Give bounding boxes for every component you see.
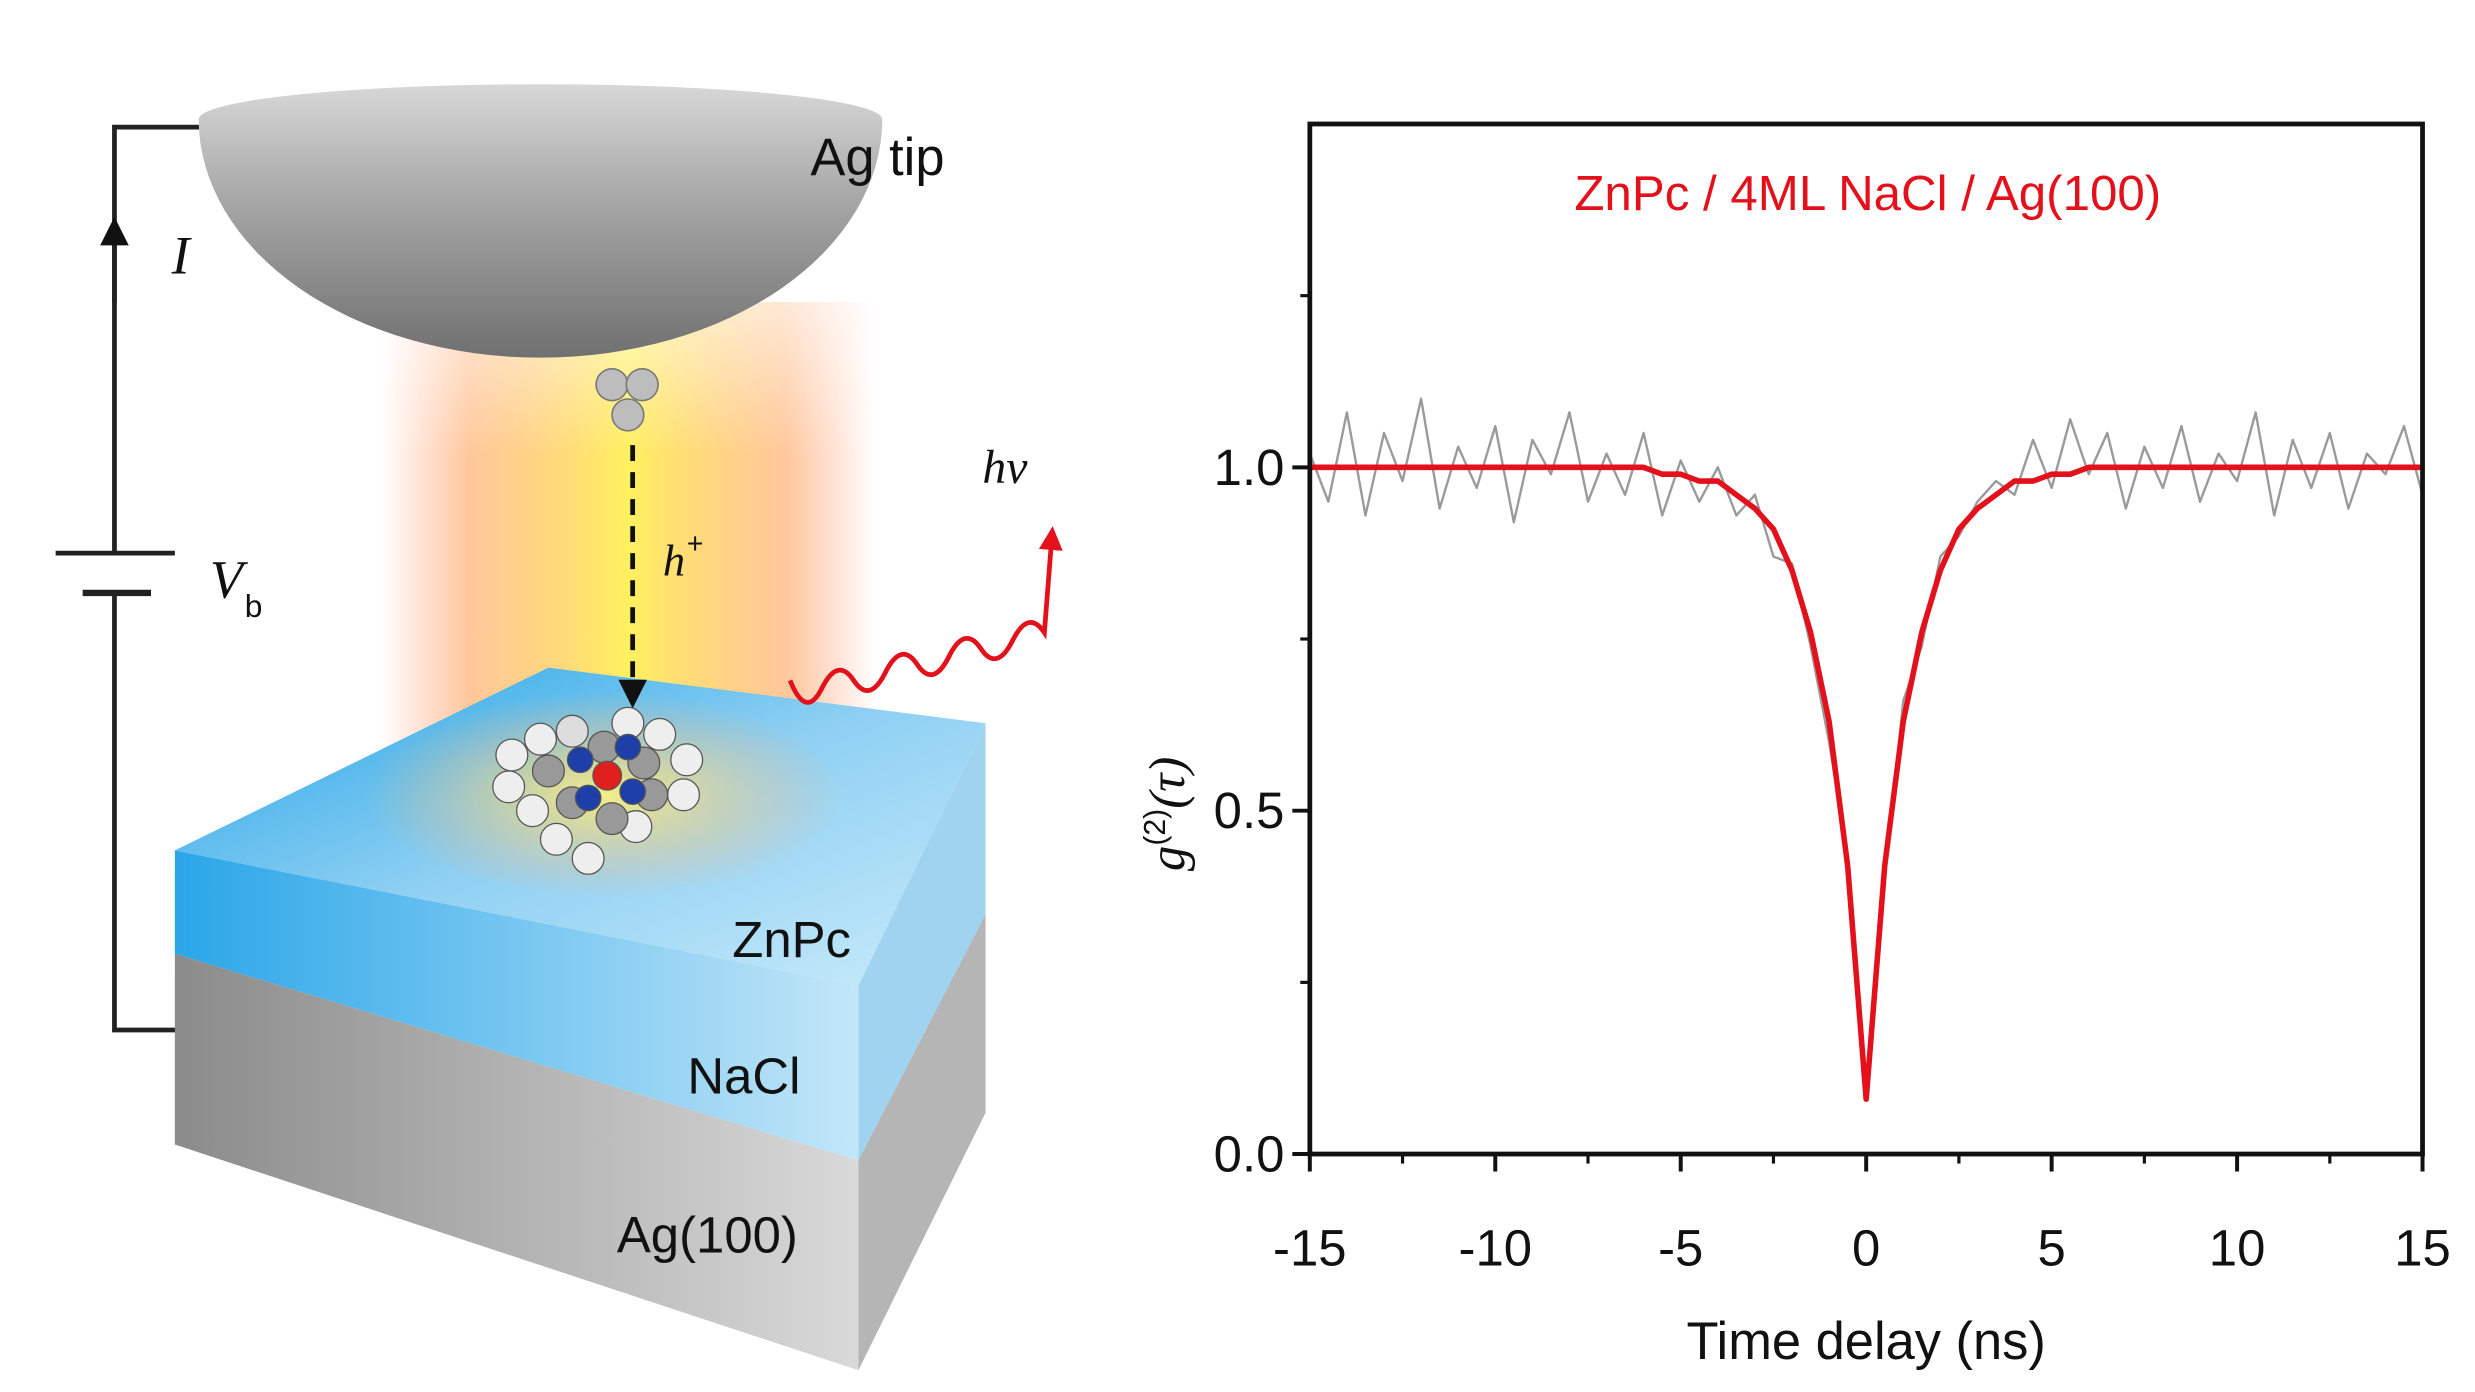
tip-atoms	[595, 367, 659, 432]
tip-label: Ag tip	[810, 129, 944, 187]
schematic: Ag tip I V b hν h + ZnPc NaCl Ag(100)	[55, 84, 1063, 1371]
circuit-wire	[112, 124, 210, 1033]
light-spot	[365, 691, 843, 899]
layer-label: ZnPc	[732, 911, 851, 968]
chart-title: ZnPc / 4ML NaCl / Ag(100)	[1574, 166, 2161, 221]
y-label-symbol: g	[1140, 846, 1196, 871]
y-tick-label: 0.0	[1214, 1126, 1285, 1183]
nacl-layer	[174, 850, 859, 1161]
y-label-superscript: (2)	[1139, 809, 1172, 846]
ag-substrate	[858, 914, 986, 1371]
voltage-label: V	[210, 550, 249, 610]
x-tick-label: -15	[1273, 1219, 1347, 1276]
chart: ZnPc / 4ML NaCl / Ag(100) Time delay (ns…	[1139, 121, 2451, 1371]
y-tick-label: 0.5	[1214, 782, 1285, 839]
photon-label: hν	[982, 442, 1028, 494]
y-axis-label: g(2)(τ)	[1139, 757, 1196, 871]
plot-area	[1309, 397, 2423, 1102]
x-tick-label: -5	[1658, 1219, 1703, 1276]
y-tick-label: 1.0	[1214, 439, 1285, 496]
x-tick-label: 15	[2394, 1219, 2451, 1276]
layer-label: NaCl	[687, 1048, 800, 1105]
photon-wave	[787, 526, 1063, 705]
hole-label: h	[663, 535, 685, 585]
layer-label: Ag(100)	[617, 1207, 798, 1264]
x-tick-label: 10	[2209, 1219, 2266, 1276]
voltage-subscript: b	[245, 588, 263, 624]
data-line	[1309, 397, 2423, 1101]
current-label: I	[171, 225, 193, 285]
nacl-layer	[858, 723, 986, 1161]
x-axis-label: Time delay (ns)	[1686, 1313, 2045, 1371]
y-label-argument: (τ)	[1140, 757, 1196, 809]
fit-line	[1309, 464, 2423, 1102]
x-tick-label: -10	[1459, 1219, 1533, 1276]
hole-superscript: +	[687, 528, 704, 560]
ag-substrate	[174, 953, 859, 1371]
plot-frame	[1307, 121, 2425, 1157]
ag-tip	[198, 84, 883, 358]
molecule	[492, 706, 704, 875]
x-tick-label: 0	[1852, 1219, 1880, 1276]
x-tick-label: 5	[2037, 1219, 2065, 1276]
